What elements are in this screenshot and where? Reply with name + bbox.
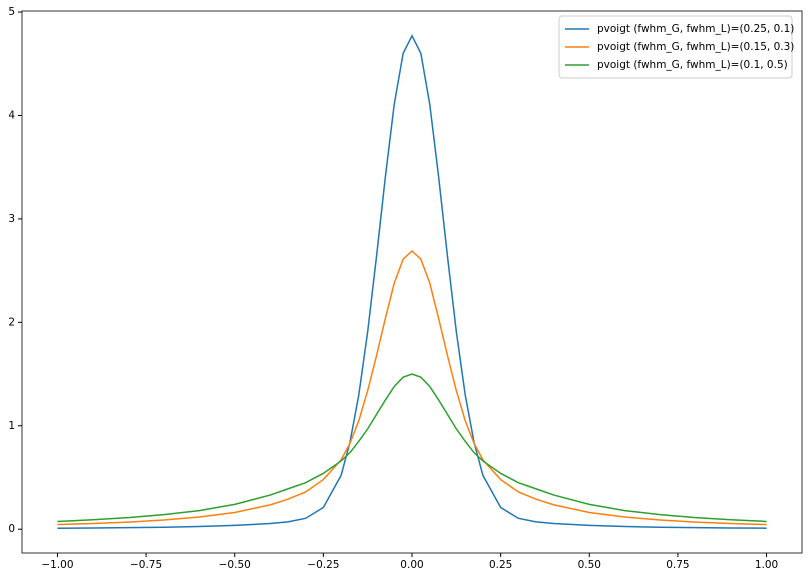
y-tick-label: 1 <box>8 420 15 432</box>
x-tick-label: −0.50 <box>219 559 251 571</box>
plot-frame <box>21 10 803 554</box>
legend-label: pvoigt (fwhm_G, fwhm_L)=(0.15, 0.3) <box>597 41 794 53</box>
legend-box <box>558 15 793 79</box>
data-line <box>57 249 767 526</box>
x-tick-label: 1.00 <box>755 559 778 571</box>
y-tick-label: 5 <box>8 6 15 18</box>
x-tick-label: 0.25 <box>489 559 512 571</box>
data-line <box>57 373 767 523</box>
legend-label: pvoigt (fwhm_G, fwhm_L)=(0.25, 0.1) <box>597 23 794 35</box>
data-line <box>57 34 767 529</box>
x-tick-label: −0.25 <box>307 559 339 571</box>
y-tick-label: 2 <box>8 316 15 328</box>
y-tick-label: 0 <box>8 523 15 535</box>
x-tick-label: 0.00 <box>400 559 423 571</box>
x-tick-label: −0.75 <box>130 559 162 571</box>
y-tick-label: 3 <box>8 213 15 225</box>
legend-label: pvoigt (fwhm_G, fwhm_L)=(0.1, 0.5) <box>597 59 788 71</box>
x-tick-label: 0.75 <box>666 559 689 571</box>
y-tick-label: 4 <box>8 109 15 121</box>
x-tick-label: −1.00 <box>41 559 73 571</box>
x-tick-label: 0.50 <box>578 559 601 571</box>
